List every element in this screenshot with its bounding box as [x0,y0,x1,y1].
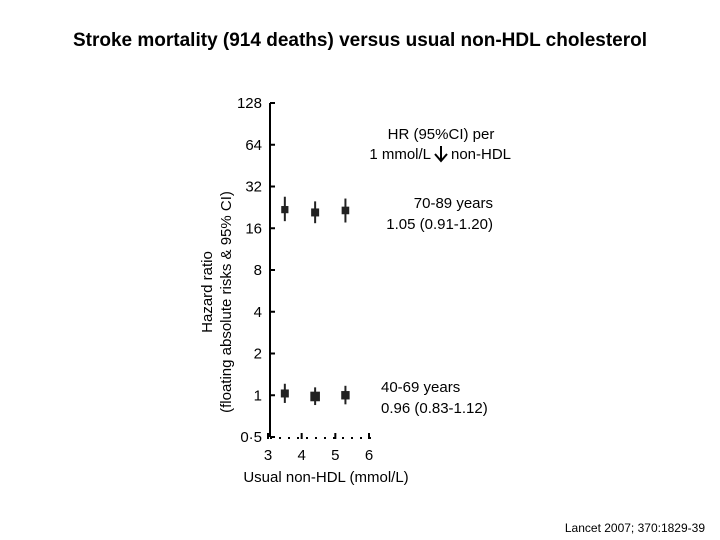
hr-header: HR (95%CI) per 1 mmol/L non-HDL [369,126,511,163]
y-tick-label: 1 [254,387,262,404]
y-axis-label: Hazard ratio (floating absolute risks & … [199,191,235,413]
y-tick-label: 8 [254,262,262,279]
data-point [341,206,350,215]
data-point [341,391,350,400]
younger-group-label: 40-69 years [381,379,460,396]
data-point [310,391,320,402]
y-axis-label-line1: Hazard ratio [199,251,216,333]
y-tick-label: 4 [254,304,262,321]
y-tick-label: 128 [237,95,262,112]
younger-group-annotation: 40-69 years 0.96 (0.83-1.12) [381,379,488,417]
citation: Lancet 2007; 370:1829-39 [565,521,705,535]
x-axis: 3 4 5 6 [264,433,373,464]
y-tick-label: 64 [245,137,262,154]
older-group-annotation: 70-89 years 1.05 (0.91-1.20) [386,195,493,233]
y-tick-label: 2 [254,346,262,363]
older-group-hr: 1.05 (0.91-1.20) [386,216,493,233]
y-axis-label-line2: (floating absolute risks & 95% CI) [218,191,235,413]
hr-header-line2-suffix: non-HDL [451,146,511,163]
younger-group-hr: 0.96 (0.83-1.12) [381,400,488,417]
hr-header-line2-prefix: 1 mmol/L [369,146,431,163]
x-tick-label: 6 [365,447,373,464]
y-tick-label: 16 [245,220,262,237]
data-marks [280,196,350,406]
data-point [280,389,289,398]
x-tick-label: 5 [331,447,339,464]
x-axis-label: Usual non-HDL (mmol/L) [243,469,408,486]
older-group-label: 70-89 years [414,195,493,212]
data-point [281,206,289,214]
x-tick-label: 4 [297,447,305,464]
y-axis: 0·5 1 2 4 8 16 32 64 128 [237,95,275,446]
y-tick-label: 32 [245,179,262,196]
down-arrow-icon [434,146,448,163]
x-tick-label: 3 [264,447,272,464]
data-point [311,208,320,217]
chart-title: Stroke mortality (914 deaths) versus usu… [73,30,647,51]
y-tick-label: 0·5 [240,429,262,446]
hr-header-line1: HR (95%CI) per [388,126,495,143]
